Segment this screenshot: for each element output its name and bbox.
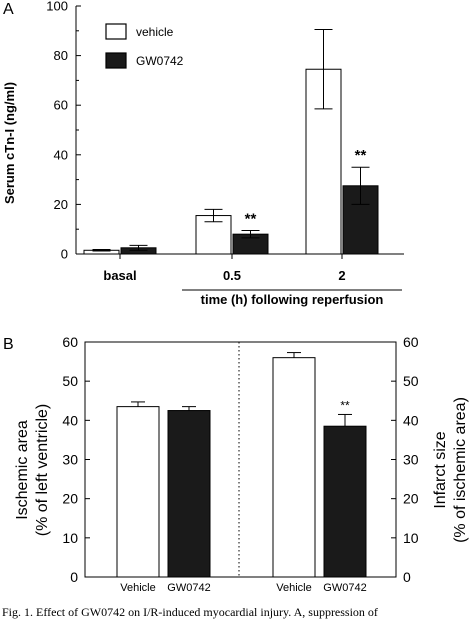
panel-b-right-tick-label: 0 <box>403 569 411 585</box>
panel-b-right-tick-label: 60 <box>403 334 419 350</box>
panel-b-y-ticks: 0 0 10 10 20 20 30 30 40 40 50 50 60 60 <box>62 334 418 585</box>
panel-b-left-tick-label: 40 <box>62 412 78 428</box>
panel-b-category-label: Vehicle <box>276 582 311 594</box>
panel-b-category-label: GW0742 <box>323 582 366 594</box>
panel-a-x-axis-label: time (h) following reperfusion <box>201 292 384 307</box>
panel-b-left-tick-label: 20 <box>62 491 78 507</box>
panel-b-left-y-label-line2: (% of left ventricle) <box>34 404 51 536</box>
panel-b-bars: ** <box>116 352 367 578</box>
panel-b-right-y-label-line2: (% of ischemic area) <box>452 397 469 543</box>
bar-vehicle <box>272 357 316 578</box>
bar-gw0742 <box>323 425 367 578</box>
figure-caption: Fig. 1. Effect of GW0742 on I/R-induced … <box>2 605 378 619</box>
panel-a-bars: ** ** <box>83 29 379 255</box>
panel-b-left-tick-label: 0 <box>70 569 78 585</box>
panel-b-category-label: GW0742 <box>167 582 210 594</box>
significance-marker: ** <box>355 147 367 164</box>
panel-a-y-axis-label: Serum cTn-I (ng/ml) <box>2 82 17 204</box>
legend-label-vehicle: vehicle <box>136 25 174 39</box>
panel-a-y-tick-label: 100 <box>46 0 68 14</box>
panel-b-left-tick-label: 10 <box>62 530 78 546</box>
panel-b: B ** 0 0 10 10 20 20 30 30 40 40 50 50 60 60 Vehicle G… <box>3 334 469 594</box>
panel-a-legend: vehicle GW0742 <box>105 23 184 69</box>
panel-a-category-label: 2 <box>338 268 345 283</box>
significance-marker: ** <box>340 398 350 412</box>
panel-b-right-y-label-line1: Infarct size <box>432 431 449 508</box>
panel-b-left-tick-label: 60 <box>62 334 78 350</box>
panel-b-left-tick-label: 50 <box>62 373 78 389</box>
panel-b-category-label: Vehicle <box>120 582 155 594</box>
panel-a-y-tick-label: 80 <box>54 48 68 63</box>
panel-a-category-label: basal <box>103 268 136 283</box>
bar-vehicle <box>116 406 160 578</box>
panel-a-y-tick-label: 20 <box>54 197 68 212</box>
panel-a-y-tick-label: 0 <box>61 247 68 262</box>
panel-a-y-tick-label: 40 <box>54 147 68 162</box>
bar-vehicle <box>305 68 342 255</box>
panel-b-category-labels: Vehicle GW0742 Vehicle GW0742 <box>120 582 366 594</box>
panel-b-right-tick-label: 20 <box>403 491 419 507</box>
panel-a-letter: A <box>3 1 14 18</box>
panel-b-right-tick-label: 30 <box>403 452 419 468</box>
panel-b-left-y-label-line1: Ischemic area <box>14 420 31 520</box>
panel-b-left-tick-label: 30 <box>62 452 78 468</box>
significance-marker: ** <box>245 210 257 227</box>
panel-a-y-ticks: 0 20 40 60 80 100 <box>46 0 81 262</box>
panel-b-right-tick-label: 40 <box>403 412 419 428</box>
panel-a-y-tick-label: 60 <box>54 98 68 113</box>
panel-b-right-tick-label: 50 <box>403 373 419 389</box>
legend-swatch-vehicle <box>105 23 127 40</box>
legend-swatch-gw0742 <box>105 52 127 69</box>
panel-a-category-labels: basal 0.5 2 <box>103 254 346 283</box>
bar-gw0742 <box>167 410 211 578</box>
panel-b-right-tick-label: 10 <box>403 530 419 546</box>
legend-label-gw0742: GW0742 <box>136 54 184 68</box>
panel-a-category-label: 0.5 <box>223 268 241 283</box>
panel-b-letter: B <box>3 336 14 353</box>
